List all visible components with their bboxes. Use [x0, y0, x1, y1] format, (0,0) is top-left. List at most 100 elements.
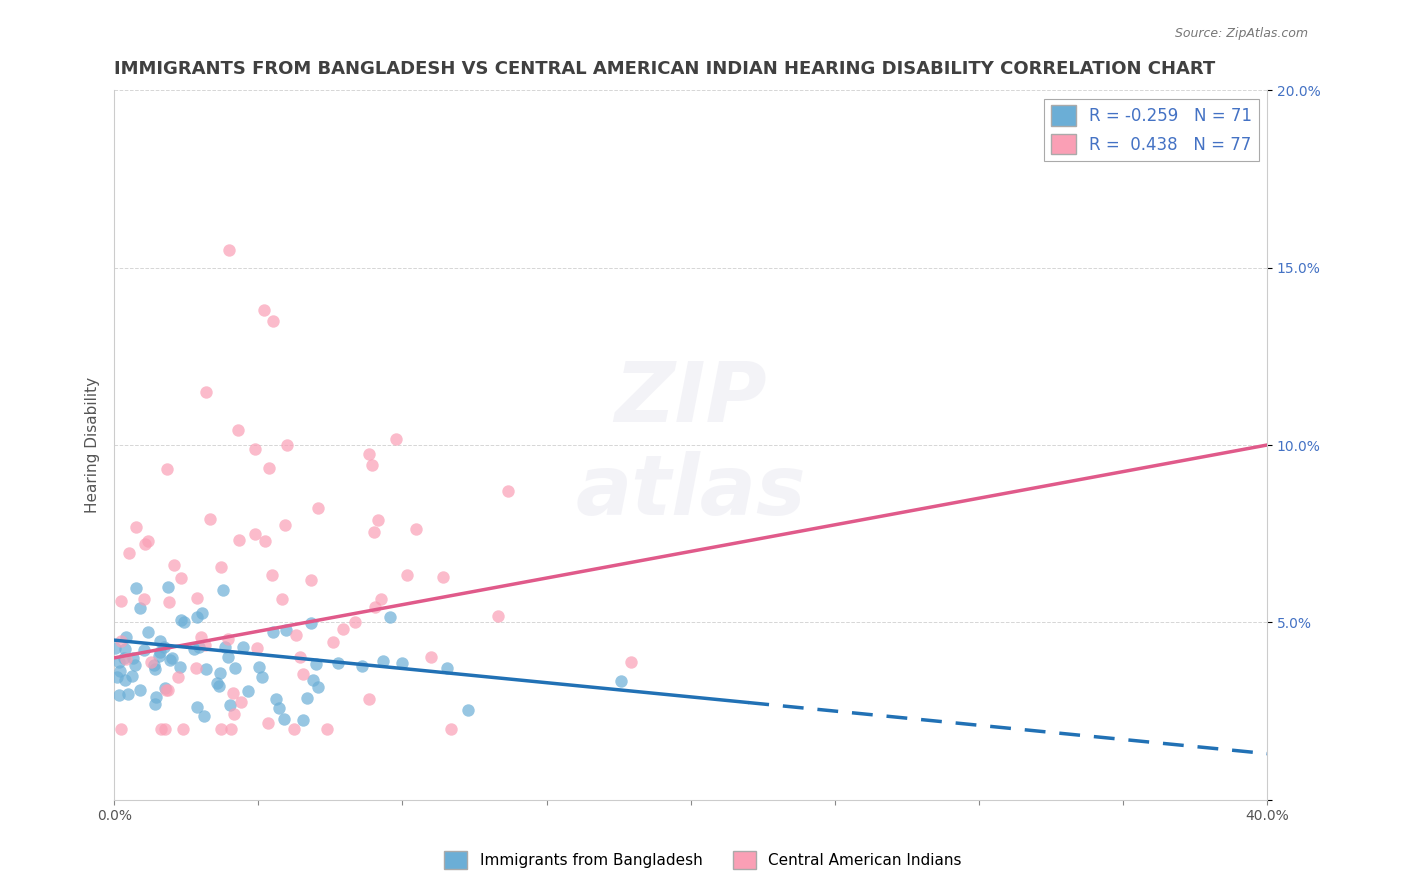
Point — [145, 690, 167, 704]
Point — [208, 679, 231, 693]
Point — [136, 534, 159, 549]
Point — [124, 520, 146, 534]
Point — [273, 518, 295, 533]
Point — [209, 559, 232, 574]
Point — [267, 701, 290, 715]
Point — [110, 634, 132, 648]
Point — [274, 623, 297, 637]
Point — [214, 640, 236, 654]
Point — [108, 655, 131, 669]
Point — [112, 650, 135, 665]
Point — [405, 522, 427, 536]
Point — [236, 684, 259, 698]
Point — [108, 664, 131, 678]
Point — [440, 722, 463, 736]
Point — [132, 592, 155, 607]
Point — [160, 651, 183, 665]
Point — [191, 606, 214, 620]
Point — [110, 722, 132, 736]
Point — [209, 666, 232, 681]
Point — [253, 303, 276, 318]
Point — [457, 703, 479, 717]
Point — [128, 683, 150, 698]
Point — [170, 613, 193, 627]
Point — [150, 722, 173, 736]
Point — [288, 650, 311, 665]
Point — [299, 573, 322, 587]
Point — [108, 688, 131, 702]
Point — [357, 691, 380, 706]
Legend: R = -0.259   N = 71, R =  0.438   N = 77: R = -0.259 N = 71, R = 0.438 N = 77 — [1045, 99, 1258, 161]
Point — [371, 654, 394, 668]
Point — [218, 243, 240, 257]
Point — [148, 649, 170, 664]
Point — [114, 673, 136, 687]
Point — [217, 632, 239, 646]
Point — [128, 601, 150, 615]
Point — [370, 591, 392, 606]
Point — [118, 546, 141, 560]
Point — [122, 651, 145, 665]
Point — [190, 630, 212, 644]
Point — [316, 722, 339, 736]
Point — [224, 707, 246, 722]
Point — [352, 659, 374, 673]
Point — [205, 675, 228, 690]
Point — [322, 635, 344, 649]
Point — [136, 624, 159, 639]
Point — [194, 662, 217, 676]
Point — [105, 670, 128, 684]
Point — [262, 625, 284, 640]
Point — [143, 657, 166, 672]
Point — [143, 697, 166, 711]
Point — [219, 698, 242, 712]
Point — [104, 640, 127, 655]
Point — [419, 650, 441, 665]
Legend: Immigrants from Bangladesh, Central American Indians: Immigrants from Bangladesh, Central Amer… — [439, 845, 967, 875]
Point — [228, 533, 250, 548]
Point — [364, 600, 387, 615]
Point — [169, 660, 191, 674]
Point — [194, 638, 217, 652]
Point — [256, 715, 278, 730]
Point — [145, 662, 167, 676]
Point — [186, 610, 208, 624]
Point — [378, 609, 401, 624]
Point — [124, 581, 146, 595]
Point — [157, 683, 180, 698]
Point — [157, 580, 180, 594]
Point — [186, 661, 208, 675]
Point — [270, 592, 292, 607]
Point — [486, 609, 509, 624]
Point — [155, 682, 177, 697]
Point — [149, 633, 172, 648]
Point — [141, 655, 163, 669]
Point — [186, 591, 208, 605]
Point — [186, 700, 208, 714]
Point — [385, 432, 408, 446]
Text: Source: ZipAtlas.com: Source: ZipAtlas.com — [1174, 27, 1308, 40]
Point — [301, 673, 323, 687]
Point — [332, 622, 354, 636]
Point — [229, 695, 252, 709]
Point — [167, 670, 190, 684]
Point — [212, 583, 235, 598]
Point — [134, 537, 156, 551]
Point — [285, 628, 308, 642]
Point — [343, 615, 366, 629]
Point — [361, 458, 384, 472]
Point — [121, 669, 143, 683]
Point — [198, 512, 221, 526]
Text: ZIP
atlas: ZIP atlas — [575, 358, 806, 533]
Point — [163, 558, 186, 573]
Point — [217, 649, 239, 664]
Point — [250, 670, 273, 684]
Point — [224, 661, 246, 675]
Point — [262, 314, 284, 328]
Point — [620, 655, 643, 669]
Point — [117, 687, 139, 701]
Point — [391, 657, 413, 671]
Point — [153, 722, 176, 736]
Point — [328, 656, 350, 670]
Point — [260, 568, 283, 582]
